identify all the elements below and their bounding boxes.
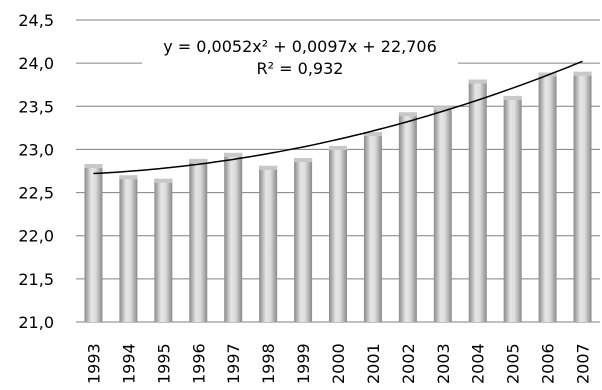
bar bbox=[363, 132, 382, 322]
trendline-r-squared: R² = 0,932 bbox=[257, 59, 344, 78]
bar-body bbox=[154, 178, 173, 322]
bar-cap bbox=[329, 145, 347, 150]
bar bbox=[538, 72, 557, 323]
bar-body bbox=[398, 112, 417, 322]
bar-body bbox=[363, 132, 382, 322]
bar-cap bbox=[363, 132, 382, 137]
bar bbox=[329, 145, 347, 322]
bars bbox=[84, 71, 592, 323]
bar-cap bbox=[573, 71, 592, 76]
bar bbox=[119, 175, 138, 322]
x-tick-label: 1998 bbox=[259, 343, 278, 384]
bar-cap bbox=[294, 158, 313, 163]
bar-cap bbox=[259, 165, 278, 170]
bar-body bbox=[224, 152, 243, 322]
y-tick-label: 21,0 bbox=[18, 313, 54, 332]
bar bbox=[468, 79, 487, 322]
bar-cap bbox=[503, 95, 522, 100]
bar-body bbox=[329, 145, 347, 322]
x-tick-label: 2002 bbox=[399, 343, 418, 384]
x-tick-label: 1999 bbox=[294, 343, 313, 384]
bar bbox=[189, 158, 208, 322]
bar bbox=[573, 71, 592, 323]
bar bbox=[259, 165, 278, 322]
bar-cap bbox=[119, 175, 138, 180]
bar-body bbox=[84, 164, 103, 322]
x-tick-label: 1995 bbox=[154, 343, 173, 384]
x-tick-label: 1994 bbox=[119, 343, 138, 384]
bar-body bbox=[468, 79, 487, 322]
bar bbox=[154, 178, 173, 322]
bar-body bbox=[189, 158, 208, 322]
x-tick-label: 2000 bbox=[329, 343, 348, 384]
x-tick-label: 1997 bbox=[224, 343, 243, 384]
y-tick-label: 22,0 bbox=[18, 227, 54, 246]
x-tick-label: 2001 bbox=[364, 343, 383, 384]
bar bbox=[398, 112, 417, 322]
bar-body bbox=[119, 175, 138, 322]
bar bbox=[84, 164, 103, 322]
x-tick-label: 1993 bbox=[84, 343, 103, 384]
bar-cap bbox=[433, 106, 452, 111]
x-tick-label: 2003 bbox=[434, 343, 453, 384]
bar bbox=[503, 95, 522, 322]
equation-background bbox=[142, 36, 458, 82]
bar-body bbox=[538, 72, 557, 323]
trendline-equation: y = 0,0052x² + 0,0097x + 22,706 bbox=[163, 37, 437, 56]
x-tick-label: 2005 bbox=[504, 343, 523, 384]
bar bbox=[294, 158, 313, 322]
y-tick-label: 24,5 bbox=[18, 11, 54, 30]
trendline-group bbox=[93, 60, 583, 175]
bar bbox=[224, 152, 243, 322]
bar-cap bbox=[84, 164, 103, 169]
trendline bbox=[93, 60, 583, 175]
bar-cap bbox=[189, 158, 208, 163]
bar-cap bbox=[398, 112, 417, 117]
bar bbox=[433, 106, 452, 323]
y-tick-label: 23,5 bbox=[18, 97, 54, 116]
bar-body bbox=[433, 106, 452, 323]
bar-body bbox=[573, 71, 592, 323]
x-tick-label: 2007 bbox=[574, 343, 593, 384]
bar-cap bbox=[154, 178, 173, 183]
y-tick-label: 23,0 bbox=[18, 140, 54, 159]
bar-cap bbox=[224, 152, 243, 157]
x-tick-label: 1996 bbox=[189, 343, 208, 384]
y-tick-label: 22,5 bbox=[18, 184, 54, 203]
y-tick-label: 21,5 bbox=[18, 270, 54, 289]
bar-body bbox=[294, 158, 313, 322]
y-tick-label: 24,0 bbox=[18, 54, 54, 73]
bar-cap bbox=[468, 79, 487, 84]
y-axis-ticks: 21,0 21,5 22,0 22,5 23,0 23,5 24,0 24,5 bbox=[18, 11, 54, 332]
bar-body bbox=[259, 165, 278, 322]
bar-body bbox=[503, 95, 522, 322]
trendline-equation-group: y = 0,0052x² + 0,0097x + 22,706 R² = 0,9… bbox=[142, 36, 458, 82]
x-axis-ticks: 1993 1994 1995 1996 1997 1998 1999 2000 2001 2002… bbox=[84, 343, 592, 384]
x-tick-label: 2006 bbox=[539, 343, 558, 384]
x-tick-label: 2004 bbox=[469, 343, 488, 384]
